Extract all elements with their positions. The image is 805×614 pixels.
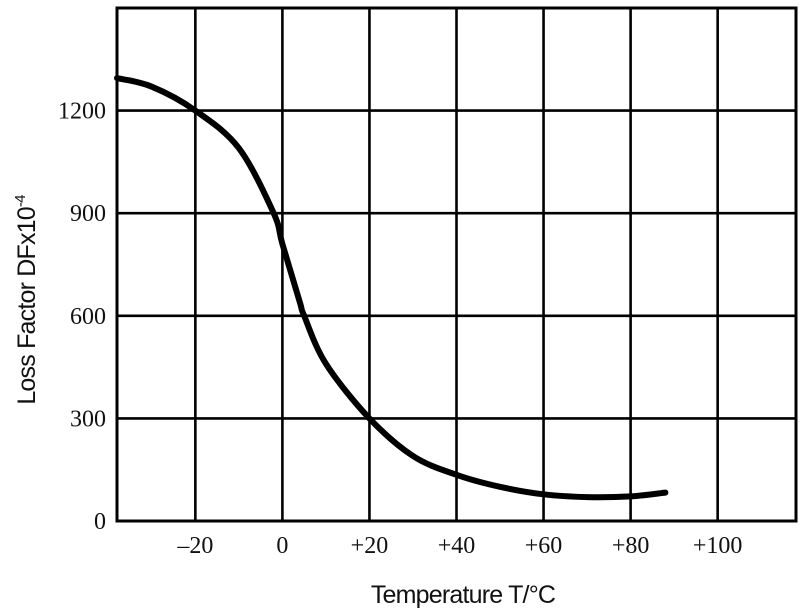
loss-factor-curve [114,75,669,501]
y-axis-title-exponent: -4 [12,195,29,207]
x-tick-label: +80 [612,533,650,559]
grid [117,8,796,521]
y-tick-label: 900 [70,201,106,227]
y-tick-label: 300 [70,406,106,432]
x-axis-title: Temperature T/°C [371,581,556,609]
y-axis-tick-labels: 0 300 600 900 1200 [58,99,106,535]
y-tick-label: 0 [94,509,106,535]
y-axis-title: Loss Factor DFx10-4 [12,195,41,405]
y-axis-title-main: Loss Factor DFx10 [13,207,41,405]
x-axis-tick-labels: –20 0 +20 +40 +60 +80 +100 [176,533,742,559]
x-tick-label: 0 [276,533,288,559]
x-tick-label: +20 [351,533,389,559]
y-tick-label: 1200 [58,99,106,125]
x-tick-label: +60 [525,533,563,559]
x-tick-label: +100 [693,533,743,559]
y-tick-label: 600 [70,304,106,330]
x-tick-label: +40 [438,533,476,559]
x-tick-label: –20 [176,533,213,559]
plot-frame [115,6,798,523]
